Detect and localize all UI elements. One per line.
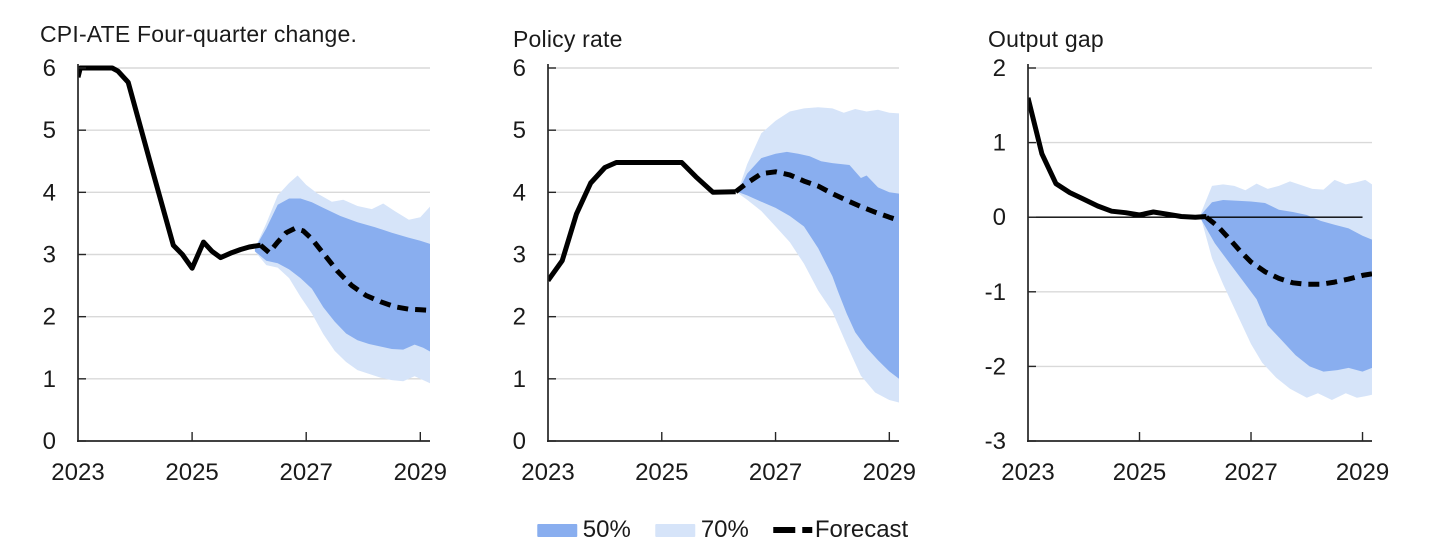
legend-label-50pct: 50% — [582, 516, 631, 543]
legend-item-50pct: 50% — [536, 516, 631, 544]
output-gap-fan-chart: -3 -2 -1 0 1 2 2023 2025 2027 2029 — [985, 55, 1390, 486]
band-50-swatch — [536, 523, 577, 537]
svg-text:2: 2 — [513, 304, 526, 331]
svg-text:0: 0 — [513, 428, 526, 455]
legend-label-forecast: Forecast — [814, 516, 909, 543]
policy-rate-fan-chart: 0 1 2 3 4 5 6 2023 2025 2027 2029 — [513, 55, 916, 486]
svg-text:2029: 2029 — [863, 459, 916, 486]
svg-text:-1: -1 — [985, 279, 1006, 306]
chart-title-cpi-ate: CPI-ATE Four-quarter change. — [40, 21, 358, 47]
svg-text:2: 2 — [43, 304, 56, 331]
svg-text:1: 1 — [43, 366, 56, 393]
svg-text:5: 5 — [43, 117, 56, 144]
svg-text:4: 4 — [43, 179, 56, 206]
band-70-swatch — [654, 523, 695, 537]
svg-text:5: 5 — [513, 117, 526, 144]
cpi-ate-fan-chart: 0 1 2 3 4 5 6 2023 2025 2027 2029 — [43, 55, 447, 486]
legend-item-70pct: 70% — [654, 516, 749, 544]
legend-item-forecast: Forecast — [772, 516, 909, 544]
svg-text:2027: 2027 — [749, 459, 802, 486]
forecast-dash-icon — [772, 527, 812, 533]
svg-text:2025: 2025 — [165, 459, 218, 486]
svg-text:3: 3 — [43, 242, 56, 269]
svg-text:1: 1 — [993, 130, 1006, 157]
svg-text:2: 2 — [993, 55, 1006, 82]
svg-text:2029: 2029 — [1336, 459, 1389, 486]
svg-text:2023: 2023 — [51, 459, 104, 486]
svg-text:0: 0 — [993, 204, 1006, 231]
svg-text:1: 1 — [513, 366, 526, 393]
svg-text:0: 0 — [43, 428, 56, 455]
chart-legend: 50% 70% Forecast — [536, 516, 909, 544]
svg-text:2027: 2027 — [1224, 459, 1277, 486]
svg-text:2027: 2027 — [280, 459, 333, 486]
chart-title-policy-rate: Policy rate — [513, 26, 623, 52]
svg-text:3: 3 — [513, 242, 526, 269]
svg-text:6: 6 — [43, 55, 56, 82]
svg-text:4: 4 — [513, 179, 526, 206]
svg-text:2025: 2025 — [635, 459, 688, 486]
chart-title-output-gap: Output gap — [988, 26, 1104, 52]
svg-text:2025: 2025 — [1113, 459, 1166, 486]
svg-text:2023: 2023 — [521, 459, 574, 486]
svg-text:2023: 2023 — [1001, 459, 1054, 486]
svg-text:-2: -2 — [985, 353, 1006, 380]
svg-text:2029: 2029 — [394, 459, 447, 486]
legend-label-70pct: 70% — [700, 516, 749, 543]
svg-text:6: 6 — [513, 55, 526, 82]
svg-text:-3: -3 — [985, 428, 1006, 455]
